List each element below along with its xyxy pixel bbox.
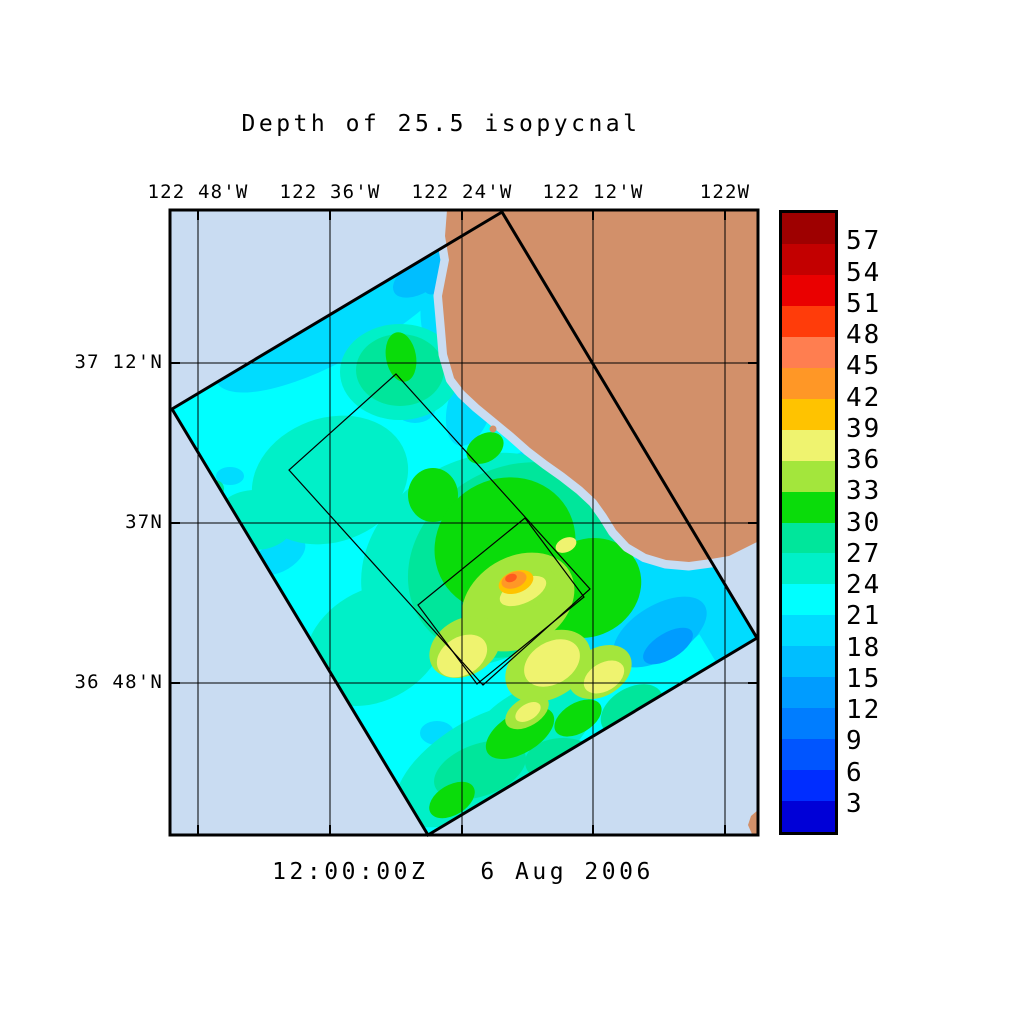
colorbar-band <box>782 584 835 616</box>
latlon-grid <box>170 210 758 835</box>
colorbar-band <box>782 801 835 833</box>
colorbar-band <box>782 398 835 430</box>
colorbar-tick-label: 42 <box>846 382 882 413</box>
colorbar-tick-label: 18 <box>846 632 882 663</box>
colorbar-band <box>782 336 835 368</box>
colorbar-tick-label: 9 <box>846 726 864 757</box>
colorbar-tick-label: 57 <box>846 226 882 257</box>
colorbar-band <box>782 460 835 492</box>
colorbar-tick-label: 36 <box>846 445 882 475</box>
x-axis-tick-label: 122 24'W <box>411 181 513 203</box>
colorbar-tick-label: 15 <box>846 663 882 694</box>
land-patch-southeast <box>748 810 758 835</box>
x-axis-tick-label: 122W <box>699 181 751 203</box>
colorbar-band <box>782 491 835 523</box>
nested-domain-b-outline <box>417 517 585 685</box>
contour-band-45-48-max <box>505 573 517 583</box>
contour-band-36-39 <box>436 537 625 722</box>
plot-title: Depth of 25.5 isopycnal <box>241 111 641 137</box>
colorbar-band <box>782 243 835 275</box>
map-frame <box>168 208 760 837</box>
colorbar-tick-label: 45 <box>846 351 882 382</box>
colorbar-tick-label: 27 <box>846 538 882 569</box>
colorbar-band <box>782 274 835 306</box>
x-axis-tick-label: 122 36'W <box>279 181 381 203</box>
colorbar-tick-label: 24 <box>846 570 882 600</box>
colorbar-band <box>782 677 835 709</box>
land-area <box>442 210 758 562</box>
colorbar-band <box>782 553 835 585</box>
colorbar-band <box>782 646 835 678</box>
colorbar-tick-label: 54 <box>846 257 882 288</box>
colorbar-tick-label: 6 <box>846 757 864 788</box>
colorbar-tick-label: 21 <box>846 601 882 632</box>
y-axis-tick-label: 37N <box>125 511 163 533</box>
colorbar-tick-label: 51 <box>846 288 882 319</box>
colorbar-tick-label: 39 <box>846 413 882 444</box>
colorbar-band <box>782 305 835 337</box>
colorbar-tick-label: 48 <box>846 320 882 350</box>
colorbar-tick-label: 33 <box>846 476 882 507</box>
colorbar-band <box>782 770 835 802</box>
y-axis-tick-label: 36 48'N <box>74 671 163 693</box>
colorbar-band <box>782 739 835 771</box>
nested-domain-a-outline <box>288 373 591 686</box>
colorbar <box>779 210 838 835</box>
colorbar-tick-label: 3 <box>846 788 864 819</box>
colorbar-band <box>782 367 835 399</box>
land-islet <box>489 425 497 433</box>
colorbar-band <box>782 615 835 647</box>
colorbar-tick-label: 12 <box>846 695 882 725</box>
x-axis-tick-label: 122 48'W <box>147 181 249 203</box>
colorbar-band <box>782 522 835 554</box>
y-axis-tick-label: 37 12'N <box>74 351 163 373</box>
x-axis-tick-label: 122 12'W <box>542 181 644 203</box>
colorbar-band <box>782 708 835 740</box>
colorbar-band <box>782 213 835 244</box>
timestamp-label: 12:00:00Z 6 Aug 2006 <box>272 859 654 885</box>
colorbar-tick-label: 30 <box>846 507 882 538</box>
colorbar-band <box>782 429 835 461</box>
